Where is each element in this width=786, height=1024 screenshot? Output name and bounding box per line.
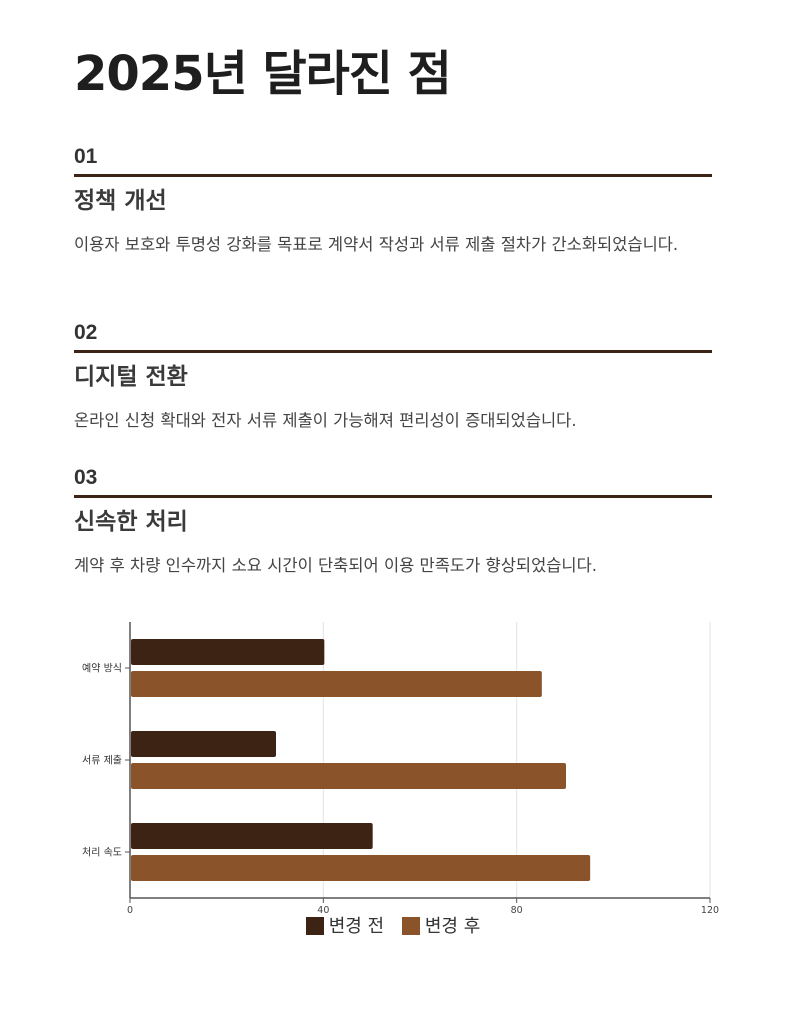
- section-heading: 정책 개선: [74, 188, 167, 214]
- legend-label: 변경 후: [424, 916, 481, 937]
- bar-before: [131, 823, 373, 849]
- y-tick-label: 처리 속도: [82, 847, 122, 859]
- y-tick-label: 예약 방식: [82, 663, 122, 675]
- section-description: 계약 후 차량 인수까지 소요 시간이 단축되어 이용 만족도가 향상되었습니다…: [74, 556, 598, 575]
- section-divider: [74, 174, 712, 177]
- bar-before: [131, 731, 276, 757]
- section-digital: 02 디지털 전환 온라인 신청 확대와 전자 서류 제출이 가능해져 편리성이…: [74, 320, 712, 436]
- section-heading: 디지털 전환: [74, 364, 188, 390]
- section-divider: [74, 350, 712, 353]
- section-number: 03: [74, 466, 98, 489]
- section-divider: [74, 495, 712, 498]
- section-speed: 03 신속한 처리 계약 후 차량 인수까지 소요 시간이 단축되어 이용 만족…: [74, 465, 712, 581]
- bar-after: [131, 671, 542, 697]
- legend-label: 변경 전: [328, 916, 385, 937]
- section-heading: 신속한 처리: [74, 509, 188, 535]
- legend-swatch: [305, 917, 324, 935]
- section-policy: 01 정책 개선 이용자 보호와 투명성 강화를 목표로 계약서 작성과 서류 …: [74, 144, 712, 260]
- y-tick-label: 서류 제출: [82, 755, 122, 767]
- x-tick-label: 80: [511, 905, 523, 916]
- legend-swatch: [401, 917, 420, 935]
- legend-item-before: 변경 전: [305, 912, 385, 938]
- section-number: 01: [74, 145, 98, 168]
- section-description: 이용자 보호와 투명성 강화를 목표로 계약서 작성과 서류 제출 절차가 간소…: [74, 235, 679, 254]
- section-description: 온라인 신청 확대와 전자 서류 제출이 가능해져 편리성이 증대되었습니다.: [74, 411, 577, 430]
- chart-legend: 변경 전 변경 후: [0, 912, 786, 938]
- section-number: 02: [74, 321, 98, 344]
- page-title: 2025년 달라진 점: [74, 46, 452, 102]
- legend-item-after: 변경 후: [401, 912, 481, 938]
- x-tick-label: 120: [701, 905, 719, 916]
- x-tick-label: 0: [127, 905, 133, 916]
- bar-before: [131, 639, 325, 665]
- bar-after: [131, 855, 591, 881]
- bar-after: [131, 763, 566, 789]
- x-tick-label: 40: [317, 905, 329, 916]
